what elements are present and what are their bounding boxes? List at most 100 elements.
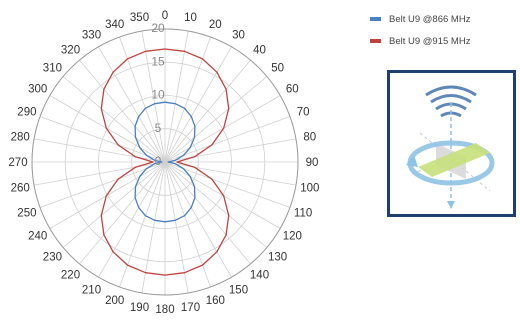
series-point-0 (138, 115, 140, 118)
angle-tick-label: 280 (11, 132, 30, 144)
plane-shape (418, 143, 490, 177)
series-point-1 (105, 127, 107, 129)
series-point-1 (117, 178, 119, 180)
series-point-0 (194, 125, 196, 127)
angle-tick-label: 220 (61, 270, 80, 282)
grid-ring (131, 128, 199, 196)
angle-tick-label: 260 (11, 183, 30, 195)
angle-tick-label: 210 (82, 284, 101, 296)
angle-tick-label: 200 (105, 295, 124, 307)
grid-ring (64, 61, 266, 263)
series-point-1 (105, 195, 107, 197)
legend-item-866[interactable]: Belt U9 @866 MHz (370, 8, 470, 30)
angle-tick-label: 20 (209, 19, 222, 31)
series-point-0 (193, 136, 196, 138)
series-point-1 (193, 156, 196, 158)
angle-tick-label: 190 (130, 302, 149, 314)
series-point-1 (164, 274, 166, 276)
angle-tick-label: 80 (303, 132, 316, 144)
legend-item-915[interactable]: Belt U9 @915 MHz (370, 30, 470, 52)
series-point-0 (190, 115, 192, 118)
grid-ring (98, 95, 232, 229)
legend-swatch-915 (370, 39, 381, 43)
series-point-0 (184, 107, 186, 109)
angle-tick-label: 300 (28, 84, 47, 96)
series-point-0 (153, 159, 156, 161)
series-point-1 (228, 108, 230, 110)
angle-tick-label: 110 (294, 207, 312, 219)
series-point-1 (164, 48, 166, 50)
legend-label-866: Belt U9 @866 MHz (389, 13, 471, 25)
angle-tick-label: 340 (105, 19, 124, 31)
series-point-1 (144, 272, 147, 274)
series-point-1 (216, 251, 218, 253)
angle-tick-label: 320 (61, 44, 80, 56)
legend: Belt U9 @866 MHz Belt U9 @915 MHz (370, 8, 470, 52)
angle-tick-label: 250 (17, 207, 36, 219)
series-point-0 (138, 206, 140, 209)
series-point-0 (144, 215, 146, 217)
angle-tick-label: 50 (271, 63, 284, 75)
series-layer (100, 48, 230, 276)
angle-tick-label: 160 (206, 295, 225, 307)
series-point-1 (144, 50, 147, 52)
angle-tick-label: 310 (43, 63, 62, 75)
series-point-0 (189, 146, 191, 148)
series-point-0 (167, 161, 169, 163)
series-point-1 (193, 166, 196, 168)
series-point-1 (211, 144, 213, 146)
angle-tick-label: 180 (155, 304, 174, 316)
angle-tick-label: 30 (232, 30, 245, 42)
angle-tick-label: 120 (283, 231, 302, 243)
angle-tick-label: 0 (162, 10, 168, 22)
series-point-0 (164, 101, 166, 103)
angle-tick-label: 70 (297, 107, 310, 119)
series-point-0 (194, 197, 196, 199)
series-point-0 (154, 219, 156, 221)
series-point-1 (223, 195, 225, 197)
series-point-1 (112, 251, 114, 253)
angle-tick-label: 230 (43, 252, 62, 264)
angle-tick-label: 100 (300, 183, 319, 195)
series-point-0 (154, 103, 156, 105)
radial-tick-label: 15 (151, 54, 165, 68)
angle-tick-label: 10 (184, 12, 197, 24)
series-point-0 (153, 163, 156, 165)
series-point-0 (184, 215, 186, 217)
series-point-1 (103, 234, 105, 236)
series-point-1 (152, 161, 154, 163)
series-point-1 (176, 161, 178, 163)
angle-tick-label: 330 (82, 30, 101, 42)
series-point-1 (100, 214, 102, 216)
series-point-0 (183, 154, 185, 156)
series-point-0 (174, 219, 176, 221)
series-point-1 (112, 71, 114, 73)
angle-tick-label: 270 (8, 157, 27, 169)
series-point-0 (144, 107, 146, 109)
series-point-1 (211, 178, 213, 180)
series-point-1 (223, 127, 225, 129)
series-point-1 (228, 214, 230, 216)
series-point-1 (103, 88, 105, 90)
signal-wave-icon (430, 94, 472, 104)
series-point-1 (126, 264, 129, 266)
angle-tick-label: 60 (286, 84, 299, 96)
angle-tick-label: 40 (253, 44, 266, 56)
legend-swatch-866 (370, 17, 381, 21)
angle-tick-label: 130 (268, 252, 287, 264)
angle-tick-label: 140 (250, 270, 269, 282)
series-point-0 (139, 146, 141, 148)
series-point-1 (201, 58, 204, 60)
series-point-1 (216, 71, 218, 73)
radial-tick-label: 0 (155, 154, 162, 168)
angle-tick-label: 170 (181, 302, 200, 314)
series-point-0 (189, 176, 191, 178)
legend-label-915: Belt U9 @915 MHz (389, 35, 471, 47)
antenna-orientation-card (387, 70, 516, 217)
polar-grid (31, 28, 299, 296)
series-point-0 (145, 154, 147, 156)
series-point-0 (161, 161, 163, 163)
rotation-arrow-icon (406, 155, 418, 167)
series-point-0 (145, 168, 147, 170)
series-point-0 (183, 168, 185, 170)
